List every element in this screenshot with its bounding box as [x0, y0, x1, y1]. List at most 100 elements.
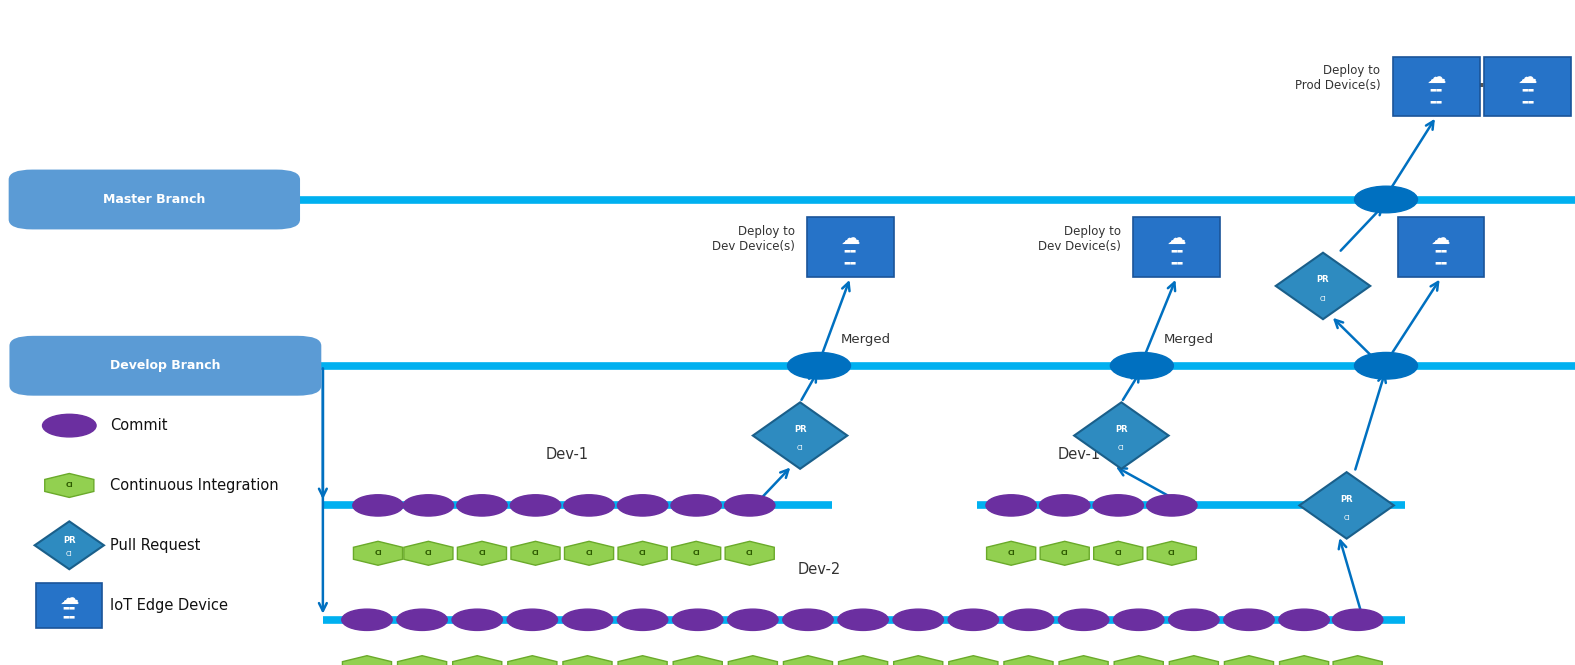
Text: CI: CI	[586, 550, 592, 557]
Circle shape	[562, 609, 613, 630]
Text: Master Branch: Master Branch	[104, 193, 205, 206]
Polygon shape	[1003, 656, 1054, 665]
Polygon shape	[44, 473, 94, 497]
Text: ▬▬: ▬▬	[844, 247, 857, 253]
Polygon shape	[457, 541, 507, 565]
Polygon shape	[510, 541, 561, 565]
Text: ▬▬: ▬▬	[1430, 98, 1443, 104]
Text: Continuous Integration: Continuous Integration	[110, 478, 279, 493]
Polygon shape	[353, 541, 403, 565]
Text: CI: CI	[66, 482, 72, 489]
Circle shape	[1279, 609, 1329, 630]
Polygon shape	[397, 656, 447, 665]
Circle shape	[1093, 495, 1143, 516]
Circle shape	[1058, 609, 1109, 630]
Circle shape	[1224, 609, 1274, 630]
Polygon shape	[564, 541, 614, 565]
Text: Deploy to
Dev Device(s): Deploy to Dev Device(s)	[712, 225, 795, 253]
Polygon shape	[1224, 656, 1274, 665]
Text: Commit: Commit	[110, 418, 169, 433]
FancyBboxPatch shape	[36, 583, 102, 628]
FancyBboxPatch shape	[808, 217, 895, 277]
Circle shape	[1354, 352, 1418, 379]
Circle shape	[1003, 609, 1054, 630]
Text: PR: PR	[1115, 425, 1128, 434]
Text: ···: ···	[1469, 76, 1495, 96]
Polygon shape	[1299, 472, 1394, 539]
Circle shape	[728, 609, 778, 630]
Polygon shape	[342, 656, 392, 665]
Text: ☁: ☁	[1427, 68, 1446, 87]
FancyBboxPatch shape	[9, 170, 299, 229]
Text: PR: PR	[1317, 275, 1329, 285]
Text: CI: CI	[479, 550, 485, 557]
Text: ☁: ☁	[1432, 229, 1451, 248]
Circle shape	[673, 609, 723, 630]
Text: Pull Request: Pull Request	[110, 538, 200, 553]
Circle shape	[671, 495, 721, 516]
FancyBboxPatch shape	[1399, 217, 1484, 277]
Polygon shape	[403, 541, 454, 565]
Text: CI: CI	[693, 550, 699, 557]
Polygon shape	[1093, 541, 1143, 565]
Text: Dev-1: Dev-1	[545, 447, 589, 462]
Circle shape	[43, 414, 96, 437]
Circle shape	[838, 609, 888, 630]
Polygon shape	[1114, 656, 1164, 665]
Circle shape	[1114, 609, 1164, 630]
Polygon shape	[1074, 402, 1169, 469]
Circle shape	[353, 495, 403, 516]
Polygon shape	[783, 656, 833, 665]
Text: ▬▬: ▬▬	[1170, 259, 1183, 265]
Circle shape	[1332, 609, 1383, 630]
Text: IoT Edge Device: IoT Edge Device	[110, 598, 228, 612]
Text: Deploy to
Prod Device(s): Deploy to Prod Device(s)	[1295, 65, 1381, 92]
Circle shape	[1169, 609, 1219, 630]
Polygon shape	[671, 541, 721, 565]
Circle shape	[948, 609, 999, 630]
Text: ☁: ☁	[1167, 229, 1186, 248]
Text: CI: CI	[375, 550, 381, 557]
Circle shape	[457, 495, 507, 516]
Text: ☁: ☁	[841, 229, 860, 248]
Polygon shape	[507, 656, 558, 665]
Text: CI: CI	[797, 445, 803, 452]
Text: ▬▬: ▬▬	[1430, 86, 1443, 92]
Polygon shape	[948, 656, 999, 665]
Polygon shape	[1276, 253, 1370, 319]
Circle shape	[617, 495, 668, 516]
Polygon shape	[617, 541, 668, 565]
FancyBboxPatch shape	[1134, 217, 1221, 277]
Circle shape	[564, 495, 614, 516]
Text: ▬▬: ▬▬	[844, 259, 857, 265]
Circle shape	[342, 609, 392, 630]
Circle shape	[1354, 186, 1418, 213]
Text: CI: CI	[1008, 550, 1014, 557]
Circle shape	[452, 609, 502, 630]
Polygon shape	[617, 656, 668, 665]
Polygon shape	[562, 656, 613, 665]
Text: PR: PR	[1340, 495, 1353, 504]
Polygon shape	[1332, 656, 1383, 665]
Circle shape	[507, 609, 558, 630]
Circle shape	[1040, 495, 1090, 516]
Text: ▬▬: ▬▬	[1435, 247, 1447, 253]
Text: CI: CI	[1062, 550, 1068, 557]
Text: ▬▬: ▬▬	[63, 604, 76, 610]
Circle shape	[893, 609, 943, 630]
Circle shape	[617, 609, 668, 630]
Polygon shape	[452, 656, 502, 665]
Text: CI: CI	[66, 551, 72, 557]
Text: ▬▬: ▬▬	[1521, 86, 1534, 92]
Text: ☁: ☁	[1518, 68, 1537, 87]
Text: CI: CI	[639, 550, 646, 557]
Circle shape	[986, 495, 1036, 516]
Text: CI: CI	[1343, 515, 1350, 521]
FancyBboxPatch shape	[1394, 57, 1480, 116]
Text: CI: CI	[1118, 445, 1125, 452]
Text: ▬▬: ▬▬	[1435, 259, 1447, 265]
Text: CI: CI	[425, 550, 432, 557]
Text: Dev-2: Dev-2	[797, 561, 841, 577]
Polygon shape	[724, 541, 775, 565]
Circle shape	[403, 495, 454, 516]
